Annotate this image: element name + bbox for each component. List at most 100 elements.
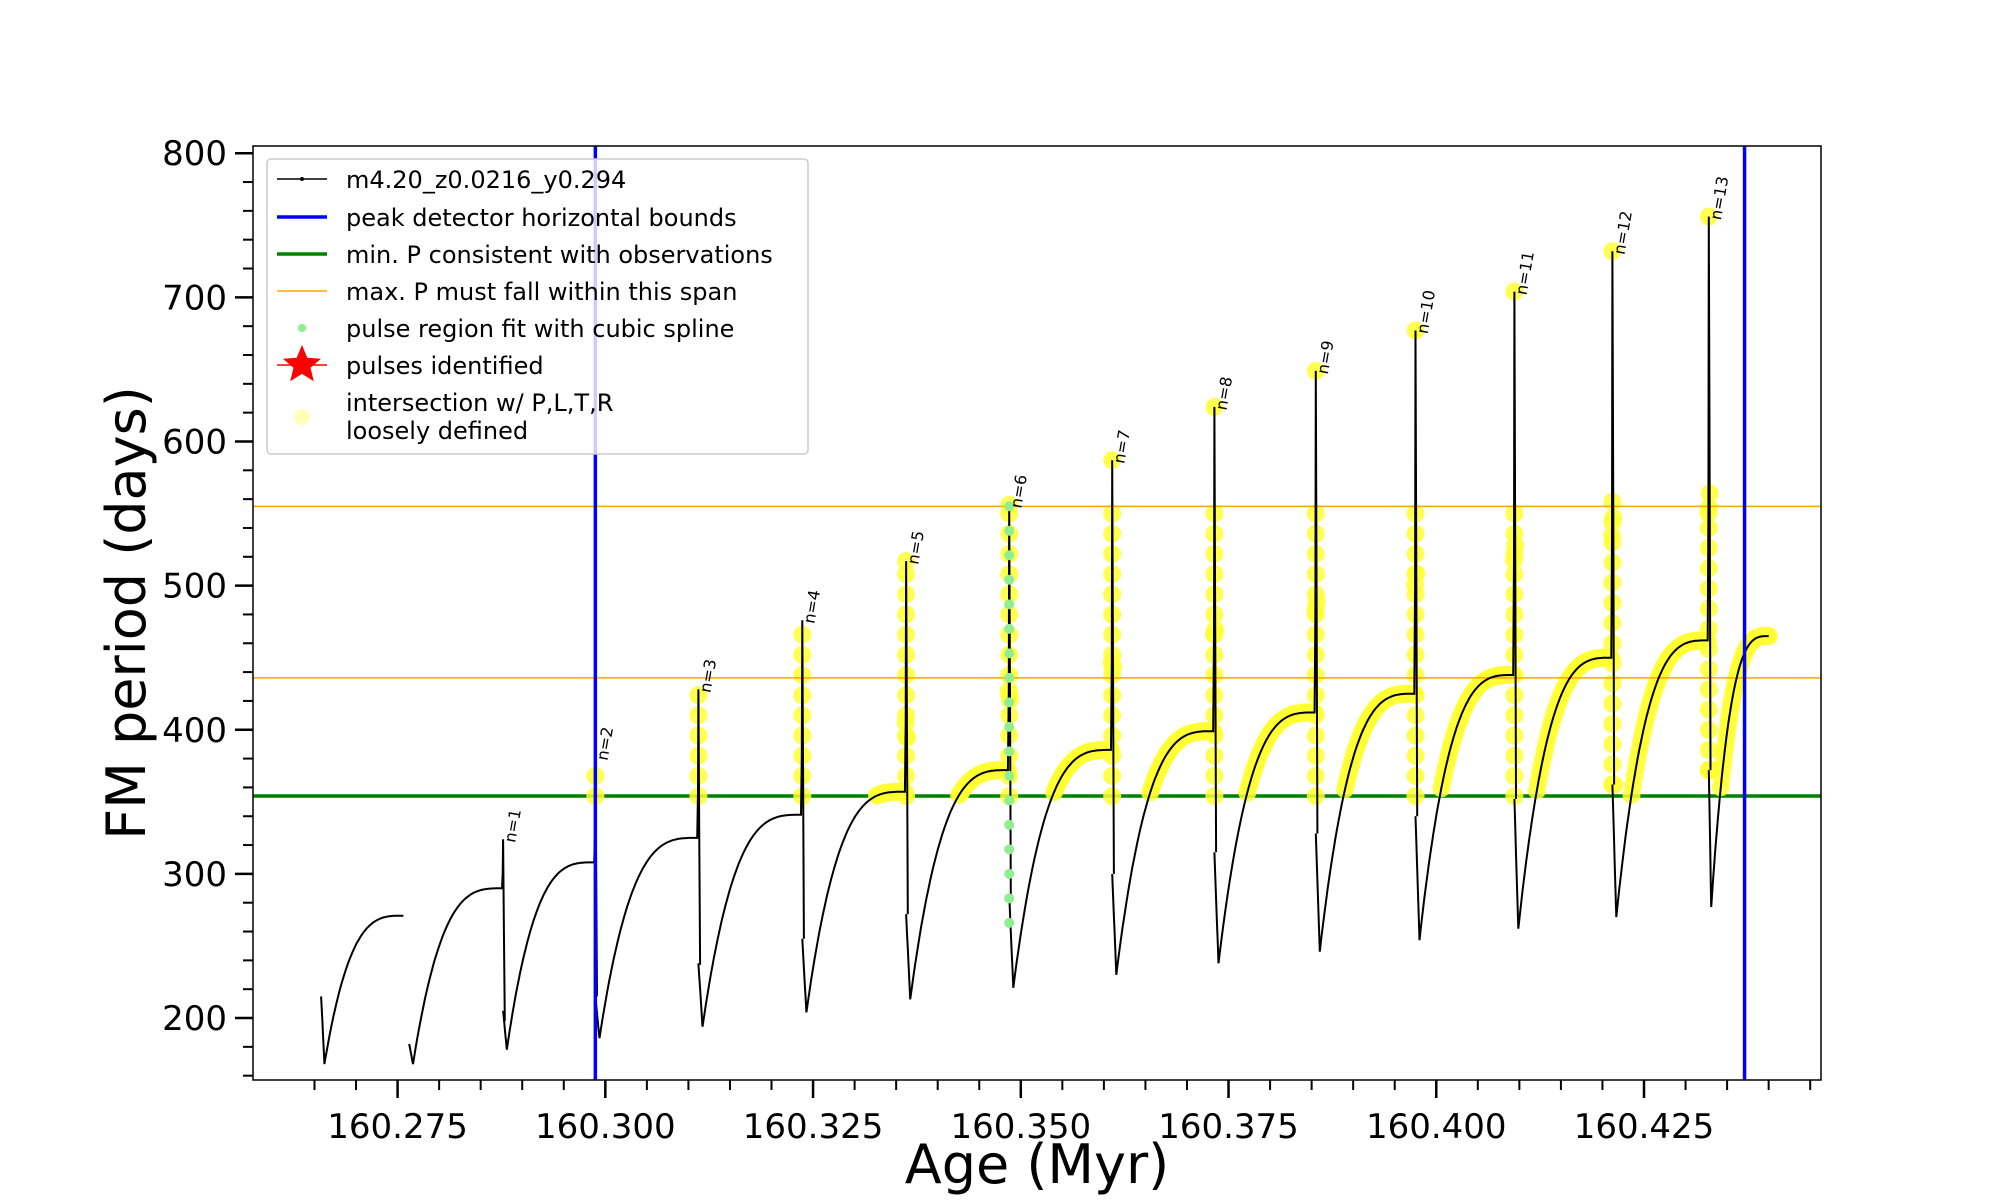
intersection-point bbox=[1603, 694, 1622, 713]
track-cycle-7 bbox=[1008, 460, 1115, 988]
track-cycle-1 bbox=[408, 839, 506, 1065]
track-cycle-8 bbox=[1111, 406, 1218, 975]
y-tick-label: 500 bbox=[162, 567, 227, 607]
legend-star-icon bbox=[283, 345, 321, 382]
track-cycle-14 bbox=[1707, 635, 1769, 908]
legend-label-blue: peak detector horizontal bounds bbox=[346, 204, 737, 232]
x-axis-label: Age (Myr) bbox=[905, 1133, 1170, 1196]
intersection-point bbox=[1306, 746, 1325, 765]
legend-label-spline: pulse region fit with cubic spline bbox=[346, 315, 734, 343]
spline-point bbox=[1004, 574, 1015, 585]
legend-label-intersection-line2: loosely defined bbox=[346, 417, 528, 445]
track-cycle-6 bbox=[905, 504, 1012, 1000]
intersection-point bbox=[1205, 787, 1224, 806]
intersection-point bbox=[1306, 726, 1325, 745]
legend-swatch-model-dot bbox=[300, 177, 304, 181]
intersection-point bbox=[1306, 787, 1325, 806]
spline-point bbox=[1004, 501, 1015, 512]
y-tick-label: 700 bbox=[162, 278, 227, 318]
intersection-point bbox=[1205, 726, 1224, 745]
track-cycle-9 bbox=[1213, 370, 1319, 964]
intersection-point bbox=[1603, 634, 1622, 653]
track-cycle-11 bbox=[1414, 291, 1517, 941]
spline-point bbox=[1004, 893, 1015, 904]
x-tick-label: 160.375 bbox=[1158, 1107, 1299, 1147]
track-cycle-10 bbox=[1314, 330, 1419, 952]
intersection-point bbox=[1406, 726, 1425, 745]
plot-area bbox=[253, 146, 1821, 1080]
intersection-point bbox=[1505, 706, 1524, 725]
intersection-point bbox=[1699, 640, 1718, 658]
intersection-point bbox=[1505, 726, 1524, 745]
intersection-point bbox=[1505, 787, 1524, 806]
y-tick-label: 200 bbox=[162, 999, 227, 1039]
spline-point bbox=[1004, 697, 1015, 708]
legend-swatch-spline bbox=[298, 324, 306, 332]
intersection-point bbox=[1406, 787, 1425, 806]
spline-point bbox=[1004, 770, 1015, 781]
intersection-point bbox=[1699, 700, 1718, 719]
intersection-point bbox=[1406, 666, 1425, 684]
intersection-point bbox=[1306, 706, 1325, 725]
intersection-point bbox=[1205, 766, 1224, 785]
y-tick-label: 300 bbox=[162, 855, 227, 895]
spline-point bbox=[1004, 844, 1015, 855]
legend-label-model: m4.20_z0.0216_y0.294 bbox=[346, 166, 626, 194]
intersection-point bbox=[1505, 666, 1524, 684]
legend-label-star: pulses identified bbox=[346, 352, 544, 380]
intersection-point bbox=[1205, 746, 1224, 765]
intersection-point bbox=[1406, 766, 1425, 785]
track-cycle-4 bbox=[697, 620, 805, 1027]
intersection-point bbox=[1205, 706, 1224, 725]
spline-point bbox=[1004, 819, 1015, 830]
y-tick-label: 800 bbox=[162, 134, 227, 174]
axes: 160.275 160.300 160.325 160.350 160.375 160.4… bbox=[162, 134, 1812, 1147]
spline-point bbox=[1004, 525, 1015, 536]
intersection-point bbox=[1699, 680, 1718, 699]
spline-point bbox=[1004, 795, 1015, 806]
x-tick-label: 160.325 bbox=[743, 1107, 884, 1147]
intersection-point bbox=[897, 766, 916, 785]
y-axis-label: FM period (days) bbox=[95, 386, 158, 840]
intersection-point bbox=[897, 787, 916, 806]
legend-label-green: min. P consistent with observations bbox=[346, 241, 773, 269]
intersection-point bbox=[1603, 674, 1622, 693]
legend-swatch-intersection bbox=[294, 409, 310, 425]
spline-point bbox=[1004, 648, 1015, 659]
x-tick-label: 160.400 bbox=[1366, 1107, 1507, 1147]
intersection-point bbox=[1103, 746, 1122, 765]
intersection-point bbox=[1103, 766, 1122, 785]
intersection-point bbox=[1306, 686, 1325, 705]
spline-point bbox=[1004, 746, 1015, 757]
legend-label-intersection: intersection w/ P,L,T,R bbox=[346, 389, 613, 417]
track-cycle-12 bbox=[1513, 251, 1616, 929]
intersection-point bbox=[1306, 766, 1325, 785]
x-tick-label: 160.300 bbox=[535, 1107, 676, 1147]
intersection-point bbox=[1505, 766, 1524, 785]
intersection-point bbox=[1603, 715, 1622, 733]
intersection-point bbox=[1699, 720, 1718, 739]
spline-point bbox=[1004, 623, 1015, 634]
plot-frame bbox=[252, 145, 1822, 1081]
track-cycle-2 bbox=[502, 757, 598, 1050]
intersection-point bbox=[1406, 706, 1425, 725]
intersection-point bbox=[1406, 746, 1425, 765]
spline-point bbox=[1004, 599, 1015, 610]
track-cycle-13 bbox=[1611, 216, 1712, 918]
intersection-point bbox=[1603, 755, 1622, 774]
intersection-point bbox=[1699, 740, 1718, 759]
track-cycle-5 bbox=[801, 561, 909, 1013]
x-tick-label: 160.350 bbox=[950, 1107, 1091, 1147]
legend-box bbox=[266, 158, 809, 455]
legend-label-orange: max. P must fall within this span bbox=[346, 278, 737, 306]
intersection-point bbox=[1103, 726, 1122, 745]
track-cycle-3 bbox=[594, 689, 702, 1039]
intersection-point bbox=[1103, 787, 1122, 806]
spline-point bbox=[1004, 868, 1015, 879]
spline-point bbox=[1004, 550, 1015, 561]
intersection-point bbox=[1699, 660, 1718, 679]
intersection-point bbox=[1406, 686, 1425, 705]
y-tick-label: 400 bbox=[162, 711, 227, 751]
intersection-point bbox=[1505, 645, 1524, 664]
